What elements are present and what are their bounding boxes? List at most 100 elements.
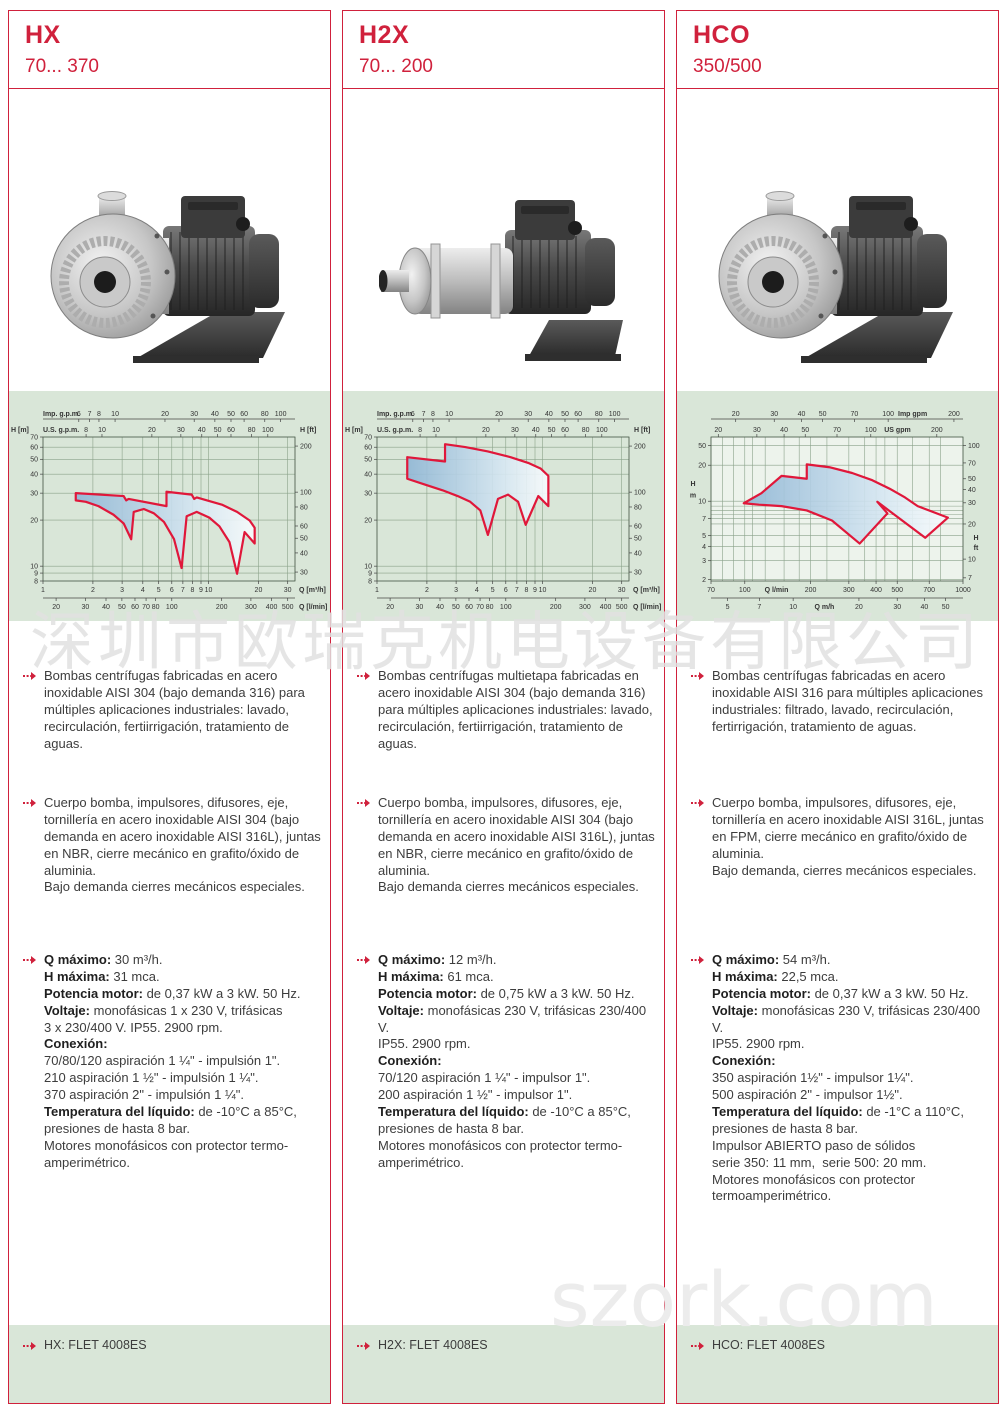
svg-text:6: 6: [504, 587, 508, 594]
svg-text:2: 2: [91, 587, 95, 594]
svg-text:8: 8: [97, 411, 101, 418]
svg-text:10: 10: [364, 564, 372, 571]
svg-text:10: 10: [445, 411, 453, 418]
svg-text:Q [l/min]: Q [l/min]: [299, 604, 327, 611]
spec-line: H máxima: 31 mca.: [44, 968, 160, 984]
dashed-arrow-icon: [691, 1342, 704, 1350]
svg-text:100: 100: [968, 443, 980, 450]
svg-text:40: 40: [436, 604, 444, 611]
spec-line: 200 aspiración 1 ½" - impulsor 1".: [378, 1087, 573, 1103]
svg-text:60: 60: [465, 604, 473, 611]
dashed-arrow-icon: [23, 799, 36, 807]
svg-text:8: 8: [190, 587, 194, 594]
spec-line: 210 aspiración 1 ½" - impulsión 1 ¼".: [44, 1070, 259, 1086]
svg-text:60: 60: [30, 445, 38, 452]
svg-text:200: 200: [216, 604, 228, 611]
svg-text:30: 30: [524, 411, 532, 418]
svg-text:Imp. g.p.m.: Imp. g.p.m.: [377, 411, 414, 418]
spec-line: Potencia motor: de 0,75 kW a 3 kW. 50 Hz…: [378, 985, 635, 1001]
svg-text:700: 700: [923, 587, 935, 594]
svg-text:2: 2: [702, 577, 706, 584]
svg-text:100: 100: [609, 411, 621, 418]
svg-text:9: 9: [34, 570, 38, 577]
svg-text:H [m]: H [m]: [345, 427, 363, 434]
svg-text:50: 50: [561, 411, 569, 418]
svg-text:1: 1: [375, 587, 379, 594]
pump-illustration: [378, 200, 623, 361]
svg-text:60: 60: [300, 523, 308, 530]
spec-line: amperimétrico.: [378, 1154, 464, 1170]
svg-text:m: m: [690, 492, 696, 499]
svg-text:3: 3: [120, 587, 124, 594]
product-column-hx: HX 70... 370: [8, 10, 331, 1404]
svg-text:8: 8: [84, 427, 88, 434]
product-header: H2X 70... 200: [343, 11, 664, 89]
spec-line: Potencia motor: de 0,37 kW a 3 kW. 50 Hz…: [44, 985, 301, 1001]
description-text: Bombas centrífugas multietapa fabricadas…: [378, 668, 653, 751]
svg-text:20: 20: [855, 604, 863, 611]
svg-text:200: 200: [550, 604, 562, 611]
svg-text:30: 30: [81, 604, 89, 611]
svg-text:7: 7: [515, 587, 519, 594]
svg-text:100: 100: [596, 427, 608, 434]
materials-text: Cuerpo bomba, impulsores, difusores, eje…: [44, 795, 321, 895]
spec-line: Temperatura del líquido: de -10°C a 85°C…: [44, 1104, 297, 1120]
svg-text:40: 40: [364, 472, 372, 479]
svg-text:US gpm: US gpm: [884, 427, 910, 434]
spec-line: Motores monofásicos con protector termo-: [378, 1137, 623, 1153]
svg-text:20: 20: [30, 517, 38, 524]
description-text: Bombas centrífugas fabricadas en acero i…: [712, 668, 984, 734]
spec-line: Conexión:: [378, 1053, 442, 1069]
product-title: HX: [25, 21, 61, 49]
svg-text:20: 20: [714, 427, 722, 434]
svg-text:50: 50: [118, 604, 126, 611]
svg-text:100: 100: [300, 490, 312, 497]
svg-text:7: 7: [422, 411, 426, 418]
svg-text:100: 100: [634, 490, 646, 497]
svg-text:6: 6: [411, 411, 415, 418]
svg-text:20: 20: [482, 427, 490, 434]
svg-text:80: 80: [152, 604, 160, 611]
svg-text:30: 30: [770, 411, 778, 418]
svg-text:20: 20: [589, 587, 597, 594]
svg-text:200: 200: [300, 443, 312, 450]
svg-text:70: 70: [142, 604, 150, 611]
svg-text:4: 4: [141, 587, 145, 594]
svg-text:30: 30: [634, 569, 642, 576]
svg-text:30: 30: [30, 491, 38, 498]
svg-text:70: 70: [364, 434, 372, 441]
dashed-arrow-icon: [357, 672, 370, 680]
svg-text:60: 60: [634, 523, 642, 530]
svg-text:1: 1: [41, 587, 45, 594]
dashed-arrow-icon: [357, 799, 370, 807]
spec-line: amperimétrico.: [44, 1154, 130, 1170]
svg-text:50: 50: [214, 427, 222, 434]
svg-text:50: 50: [698, 443, 706, 450]
spec-line: H máxima: 61 mca.: [378, 968, 494, 984]
svg-text:5: 5: [702, 533, 706, 540]
svg-text:300: 300: [843, 587, 855, 594]
svg-text:7: 7: [968, 575, 972, 582]
description-bullet: Bombas centrífugas multietapa fabricadas…: [357, 668, 656, 795]
footer-reference-text: H2X: FLET 4008ES: [378, 1338, 488, 1352]
svg-text:300: 300: [579, 604, 591, 611]
svg-text:4: 4: [702, 544, 706, 551]
spec-line: IP55. 2900 rpm.: [378, 1036, 471, 1052]
dashed-arrow-icon: [23, 956, 36, 964]
svg-text:5: 5: [726, 604, 730, 611]
product-title: HCO: [693, 21, 751, 49]
svg-text:7: 7: [181, 587, 185, 594]
description-section: Bombas centrífugas fabricadas en acero i…: [677, 621, 998, 1205]
spec-line: Conexión:: [44, 1036, 108, 1052]
svg-text:80: 80: [486, 604, 494, 611]
dashed-arrow-icon: [691, 672, 704, 680]
svg-text:10: 10: [205, 587, 213, 594]
svg-text:400: 400: [870, 587, 882, 594]
footer-reference: HCO: FLET 4008ES: [677, 1325, 998, 1403]
spec-line: presiones de hasta 8 bar.: [712, 1120, 858, 1136]
svg-text:10: 10: [111, 411, 119, 418]
svg-text:H [ft]: H [ft]: [634, 427, 650, 434]
specs-bullet: Q máximo: 54 m³/h. H máxima: 22,5 mca. Pot…: [691, 952, 990, 1205]
svg-text:H [ft]: H [ft]: [300, 427, 316, 434]
